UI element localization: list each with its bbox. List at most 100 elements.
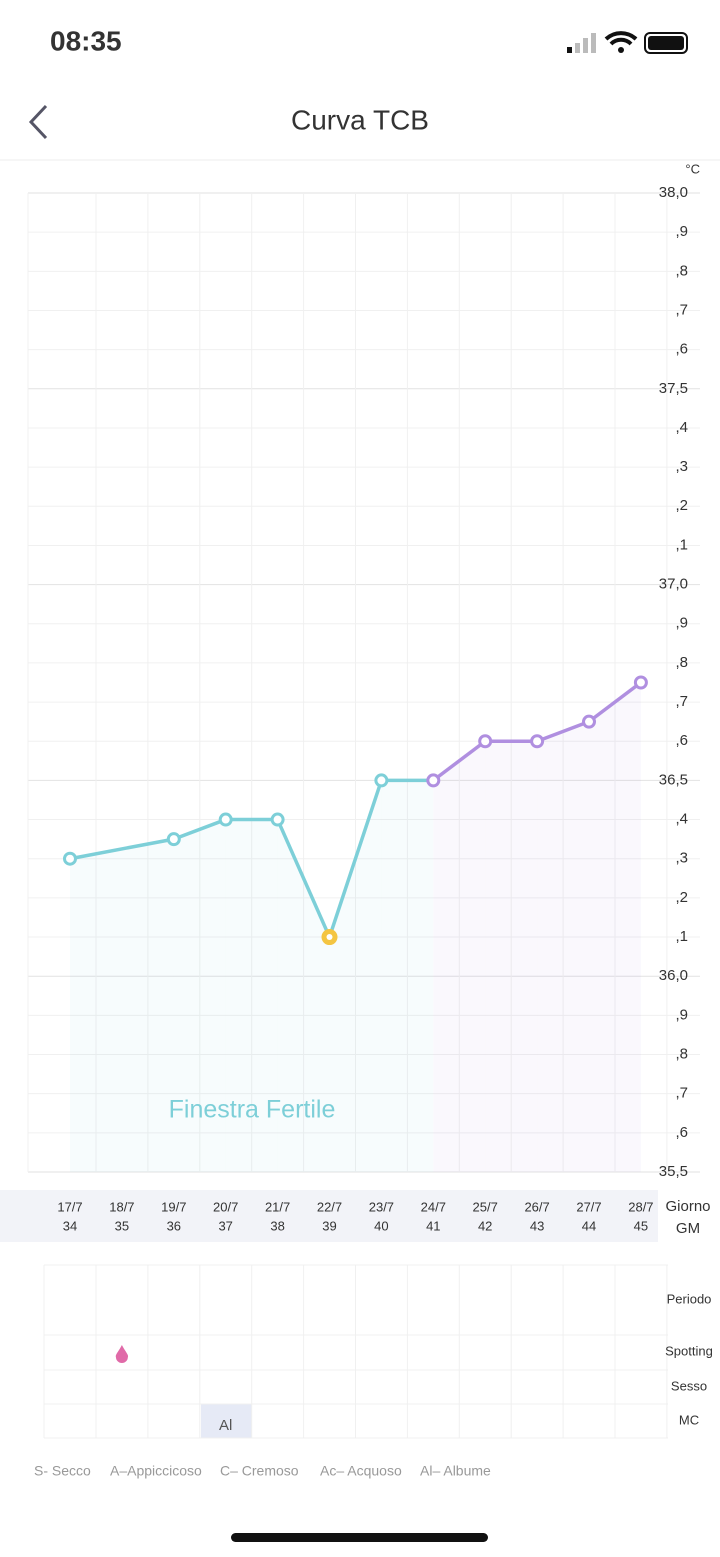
area (537, 721, 589, 1172)
x-tick-label: 27/7 (576, 1199, 601, 1214)
cycle-day-label: 37 (218, 1218, 232, 1233)
y-tick-label: ,8 (675, 1045, 688, 1062)
area (381, 780, 434, 1172)
cycle-day-label: 35 (115, 1218, 129, 1233)
area (225, 819, 278, 1172)
status-icons (567, 31, 688, 54)
spotting-drop (115, 1345, 129, 1363)
back-button[interactable] (28, 104, 48, 140)
legend-item: S- Secco (34, 1463, 91, 1479)
row-label: GM (676, 1220, 700, 1237)
area (329, 780, 382, 1172)
y-tick-label: ,7 (675, 1085, 688, 1102)
line-segment (173, 817, 227, 841)
y-tick-label: ,8 (675, 654, 688, 671)
cycle-day-label: 39 (322, 1218, 336, 1233)
x-tick-label: 18/7 (109, 1199, 134, 1214)
cycle-day-label: 34 (63, 1218, 77, 1233)
point (582, 714, 596, 729)
point (478, 734, 493, 749)
x-tick-label: 28/7 (628, 1199, 653, 1214)
y-tick-label: ,8 (675, 262, 688, 279)
area (589, 682, 641, 1172)
home-indicator (231, 1533, 488, 1542)
legend-item: A–Appiccicoso (110, 1463, 202, 1479)
y-tick-label: ,7 (675, 301, 688, 318)
y-tick-label: 36,5 (659, 771, 688, 788)
cycle-day-label: 41 (426, 1218, 440, 1233)
y-tick-label: ,9 (675, 615, 688, 632)
cycle-day-label: 38 (270, 1218, 284, 1233)
row-label: Giorno (665, 1198, 710, 1215)
legend-item: C– Cremoso (220, 1463, 299, 1479)
x-tick-label: 24/7 (421, 1199, 446, 1214)
legend-item: Ac– Acquoso (320, 1463, 402, 1479)
point (374, 773, 389, 788)
line-segment (536, 720, 590, 743)
mucus-label: Al (219, 1417, 232, 1434)
record-row-label: Periodo (667, 1291, 712, 1306)
cycle-day-label: 43 (530, 1218, 544, 1233)
date-band (0, 1190, 658, 1242)
ovulation-center (326, 934, 333, 941)
x-tick-label: 20/7 (213, 1199, 238, 1214)
point (530, 734, 545, 749)
point (166, 832, 181, 847)
y-tick-label: ,4 (675, 419, 688, 436)
line-segment (69, 837, 175, 861)
status-time: 08:35 (50, 25, 122, 56)
y-tick-label: ,6 (675, 341, 688, 358)
y-tick-label: ,6 (675, 1124, 688, 1141)
record-row-label: Sesso (671, 1378, 707, 1393)
area (70, 839, 174, 1172)
x-tick-label: 21/7 (265, 1199, 290, 1214)
y-tick-label: ,4 (675, 811, 688, 828)
y-tick-label: ,6 (675, 732, 688, 749)
y-tick-label: 37,0 (659, 576, 688, 593)
area (433, 741, 486, 1172)
line-segment (327, 779, 384, 938)
line-segment (432, 739, 487, 782)
y-tick-label: ,1 (675, 536, 688, 553)
mucus-cell (201, 1404, 252, 1438)
x-tick-label: 25/7 (473, 1199, 498, 1214)
y-tick-label: ,2 (675, 889, 688, 906)
point (426, 773, 441, 788)
point (270, 812, 285, 827)
y-tick-label: ,9 (675, 223, 688, 240)
y-tick-label: ,9 (675, 1006, 688, 1023)
area (485, 741, 538, 1172)
y-tick-label: ,3 (675, 850, 688, 867)
line-segment (587, 681, 642, 724)
page-title: Curva TCB (291, 104, 429, 135)
y-tick-label: ,1 (675, 928, 688, 945)
x-tick-label: 23/7 (369, 1199, 394, 1214)
y-tick-label: 35,5 (659, 1163, 688, 1180)
y-tick-label: 37,5 (659, 380, 688, 397)
line-segment (275, 818, 332, 938)
cycle-day-label: 44 (582, 1218, 596, 1233)
unit: °C (685, 161, 700, 176)
y-tick-label: 36,0 (659, 967, 688, 984)
point (633, 675, 648, 690)
x-tick-label: 19/7 (161, 1199, 186, 1214)
fertile-window-label: Finestra Fertile (169, 1096, 336, 1124)
cycle-day-label: 42 (478, 1218, 492, 1233)
point (218, 812, 233, 827)
cycle-day-label: 36 (167, 1218, 181, 1233)
x-tick-label: 26/7 (524, 1199, 549, 1214)
cycle-day-label: 45 (634, 1218, 648, 1233)
x-tick-label: 22/7 (317, 1199, 342, 1214)
y-tick-label: ,7 (675, 693, 688, 710)
x-tick-label: 17/7 (57, 1199, 82, 1214)
y-tick-label: 38,0 (659, 184, 688, 201)
point (63, 851, 77, 866)
cycle-day-label: 40 (374, 1218, 388, 1233)
y-tick-label: ,3 (675, 458, 688, 475)
legend-item: Al– Albume (420, 1463, 491, 1479)
y-tick-label: ,2 (675, 497, 688, 514)
area (173, 819, 226, 1172)
record-row-label: Spotting (665, 1343, 713, 1358)
record-row-label: MC (679, 1412, 699, 1427)
